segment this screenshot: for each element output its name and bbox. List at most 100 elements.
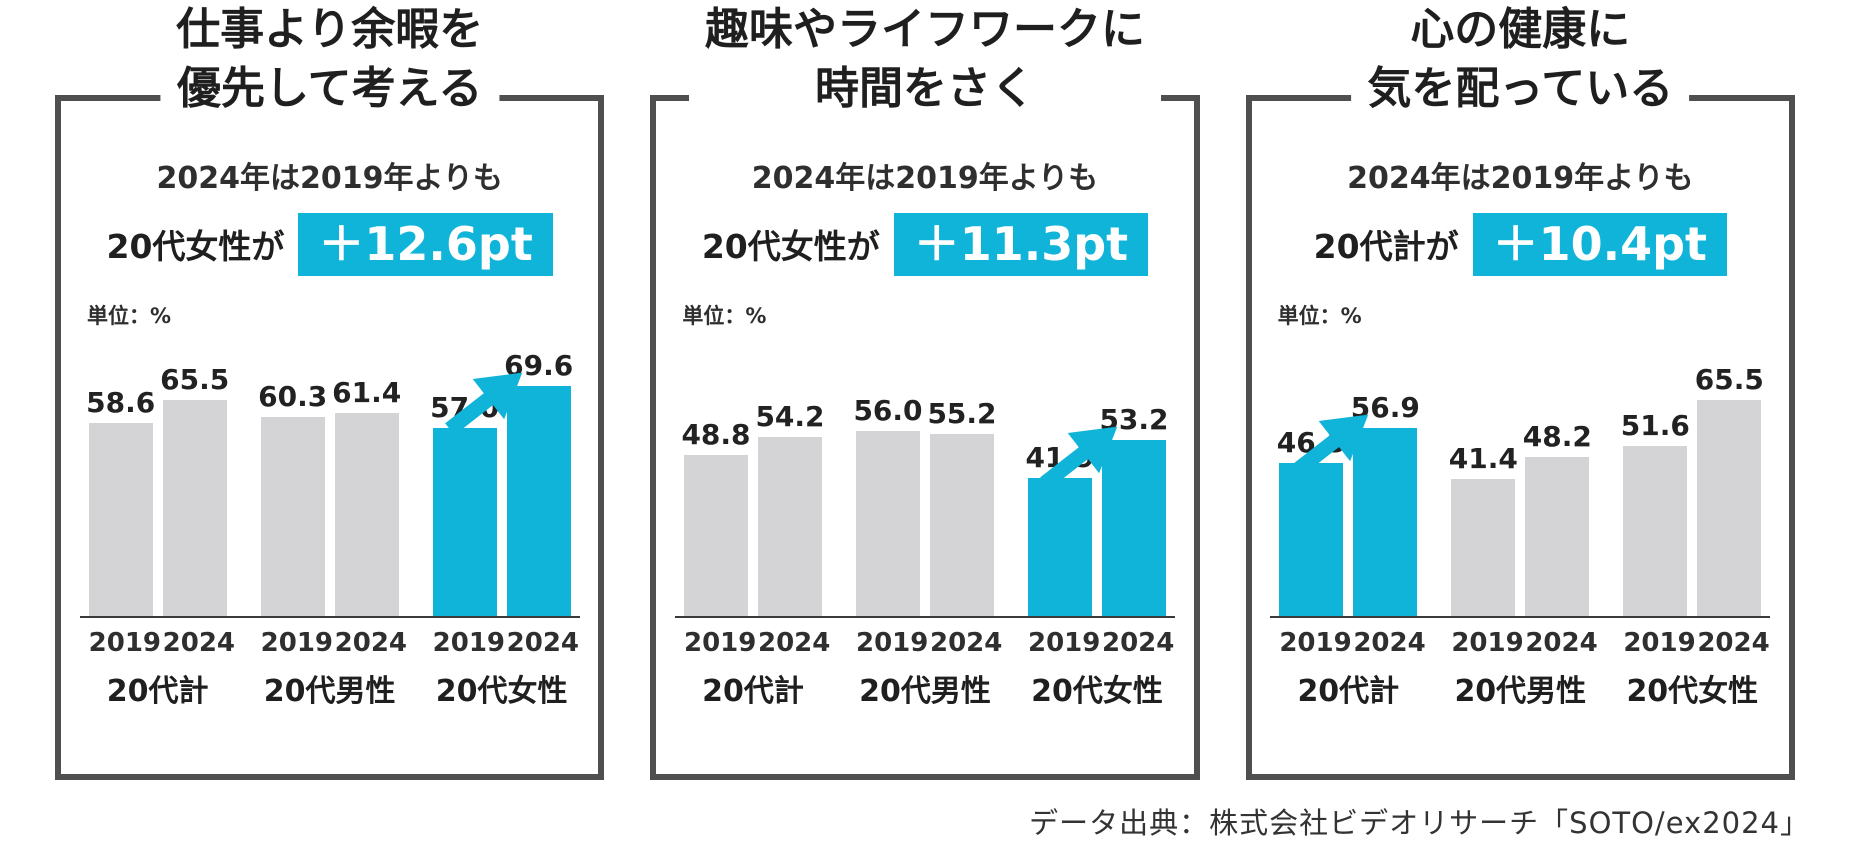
bar-value-label: 51.6 [1620,408,1690,442]
callout-prefix: 20代女性が [701,227,880,267]
category-label: 20代計 [106,673,209,709]
chart-panel: 心の健康に気を配っている 2024年は2019年よりも 20代計が ＋10.4p… [1245,0,1795,780]
bar-chart: 48.8 54.2 56.0 55.2 41.9 53.2 2019 2024 2019 202… [674,338,1175,710]
bar [334,412,399,616]
panel-title-line2: 優先して考える [176,63,483,115]
callout-value-badge: ＋11.3pt [893,213,1149,276]
year-label: 2024 [757,627,831,658]
year-label: 2024 [334,627,408,658]
panel-title-line1: 仕事より余暇を [176,4,484,55]
panel-title-line1: 心の健康に [1410,4,1631,55]
bar-column: 54.2 [755,399,825,616]
category-label: 20代計 [1297,673,1400,709]
category-label: 20代男性 [263,673,396,709]
bars-area: 48.8 54.2 56.0 55.2 41.9 53.2 [674,338,1175,618]
bar-column: 48.8 [681,420,751,616]
year-label: 2019 [432,627,506,658]
bar [757,436,822,616]
panel-title-line2: 時間をさく [814,63,1035,115]
bar-chart: 46.5 56.9 41.4 48.2 51.6 65.5 2019 2024 2019 202… [1270,338,1771,710]
year-label: 2019 [1623,627,1696,658]
bar-highlighted [1027,477,1092,616]
callout-value-badge: ＋12.6pt [298,213,553,276]
bar [1697,399,1762,616]
bar-group: 56.0 55.2 [853,393,997,616]
bar-column: 65.5 [1694,362,1764,616]
bar-column: 56.9 [1351,393,1420,616]
year-label: 2019 [855,627,929,658]
bar-group: 41.9 53.2 [1025,405,1169,616]
bar-value-label: 56.0 [853,393,923,427]
panel-title: 心の健康に気を配っている [1351,0,1690,119]
callout-value-badge: ＋10.4pt [1472,213,1727,276]
bar-chart: 58.6 65.5 60.3 61.4 57.0 69.6 2019 2024 2019 202… [79,338,580,710]
unit-label: 単位：% [87,303,172,328]
bar-highlighted [506,385,571,616]
bar-value-label: 55.2 [927,396,997,430]
year-label: 2024 [929,627,1003,658]
bar-column: 41.4 [1449,444,1518,616]
chart-panel: 仕事より余暇を 優先して考える 2024年は2019年よりも 20代女性が ＋12… [55,0,605,780]
year-label: 2024 [1525,627,1598,658]
bar [855,430,920,616]
bar-group: 51.6 65.5 [1620,362,1764,616]
category-label: 20代男性 [1454,673,1587,709]
bar [88,422,153,616]
year-pair: 2019 2024 [432,627,580,658]
bars-area: 58.6 65.5 60.3 61.4 57.0 69.6 [79,338,580,618]
bar-group: 48.8 54.2 [681,399,825,616]
bar [260,416,325,616]
panel-title-line2: 気を配っている [1367,63,1674,115]
unit-label: 単位：% [1277,303,1362,328]
category-axis: 20代計 20代男性 20代女性 [80,666,580,710]
increase-arrow-icon [1291,414,1369,478]
source-credit: データ出典：株式会社ビデオリサーチ「SOTO/ex2024」 [1029,806,1810,840]
year-label: 2019 [1027,627,1101,658]
increase-arrow-icon [1040,426,1118,490]
category-label: 20代女性 [1626,673,1759,709]
year-label: 2024 [506,627,580,658]
bar-value-label: 65.5 [160,362,230,396]
year-pair: 2019 2024 [683,627,831,658]
category-axis: 20代計 20代男性 20代女性 [675,666,1175,710]
bar-column: 56.0 [853,393,923,616]
bar-column: 60.3 [258,382,327,616]
bar [1623,445,1688,616]
category-label: 20代女性 [435,673,568,709]
bar-value-label: 58.6 [86,385,156,419]
bar-group: 60.3 61.4 [258,375,402,616]
category-label: 20代計 [702,673,804,709]
bar [162,399,227,616]
year-label: 2019 [683,627,757,658]
panel-subtitle: 2024年は2019年よりも [751,161,1099,196]
year-label: 2024 [162,627,236,658]
bar-highlighted [1279,462,1344,616]
category-label: 20代男性 [859,673,991,709]
bar [683,454,748,616]
year-pair: 2019 2024 [1451,627,1598,658]
year-pair: 2019 2024 [1027,627,1174,658]
year-label: 2024 [1697,627,1770,658]
bar-value-label: 61.4 [332,375,402,409]
callout-prefix: 20代計が [1313,227,1459,267]
callout-prefix: 20代女性が [106,227,285,267]
bar-value-label: 65.5 [1694,362,1764,396]
year-axis: 2019 2024 2019 2024 2019 2024 [675,628,1175,658]
bar-column: 69.6 [504,351,573,616]
bar-group: 57.0 69.6 [430,351,573,616]
bar-column: 51.6 [1620,408,1690,616]
callout: 20代女性が ＋11.3pt [656,213,1193,276]
bar-column: 48.2 [1522,419,1592,616]
bar-group: 46.5 56.9 [1277,393,1420,616]
year-label: 2024 [1353,627,1426,658]
year-pair: 2019 2024 [88,627,236,658]
bar-value-label: 54.2 [755,399,825,433]
bar [1451,478,1516,616]
bar-value-label: 48.2 [1522,419,1592,453]
bar-highlighted [1353,427,1418,616]
panel-title-line1: 趣味やライフワークに [704,4,1145,55]
panel-box: 2024年は2019年よりも 20代計が ＋10.4pt 単位：% 46.5 56… [1245,95,1795,780]
year-label: 2019 [88,627,162,658]
bar [1525,456,1590,616]
